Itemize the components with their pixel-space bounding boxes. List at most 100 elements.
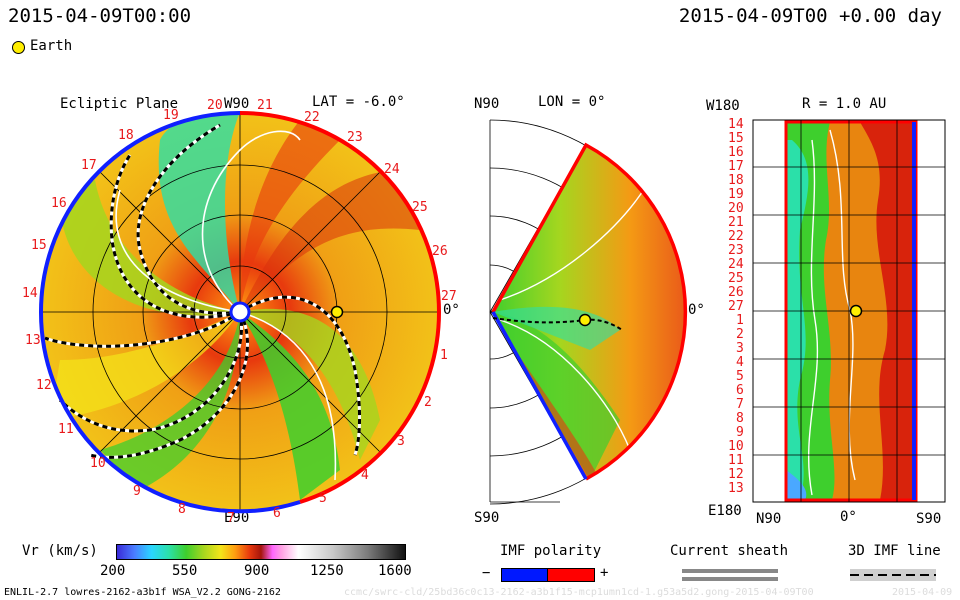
ecliptic-top-label: W90 bbox=[224, 96, 250, 112]
meridional-top-left: N90 bbox=[474, 96, 500, 112]
sph-lon-13: 13 bbox=[728, 481, 744, 496]
sphere-bottom-s90: S90 bbox=[916, 511, 942, 527]
imf3d-dash bbox=[850, 574, 936, 576]
meridional-right-label: 0° bbox=[688, 302, 705, 318]
current-sheath-title: Current sheath bbox=[670, 543, 789, 559]
ecl-lon-20: 20 bbox=[207, 98, 223, 113]
ecl-lon-12: 12 bbox=[36, 378, 52, 393]
sphere-bottom-n90: N90 bbox=[756, 511, 782, 527]
sph-lon-3: 3 bbox=[736, 341, 744, 356]
sph-lon-15: 15 bbox=[728, 131, 744, 146]
imf-polarity-plus: + bbox=[600, 565, 609, 581]
ecliptic-contours bbox=[115, 130, 337, 481]
meridional-rim-positive bbox=[491, 142, 688, 481]
sph-lon-25: 25 bbox=[728, 271, 744, 286]
ecliptic-bottom-label: E90 bbox=[224, 510, 250, 526]
ecl-lon-13: 13 bbox=[25, 333, 41, 348]
sph-lon-12: 12 bbox=[728, 467, 744, 482]
sph-lon-19: 19 bbox=[728, 187, 744, 202]
colorbar-tick-200: 200 bbox=[100, 563, 126, 579]
sph-lon-5: 5 bbox=[736, 369, 744, 384]
ecl-lon-21: 21 bbox=[257, 98, 273, 113]
earth-legend-label: Earth bbox=[30, 38, 73, 54]
ecliptic-current-sheets bbox=[44, 123, 361, 459]
colorbar-tick-900: 900 bbox=[244, 563, 270, 579]
current-sheath-line-2 bbox=[682, 577, 778, 581]
ecl-lon-4: 4 bbox=[361, 468, 369, 483]
ecl-lon-10: 10 bbox=[90, 456, 106, 471]
colorbar bbox=[116, 544, 406, 560]
ecl-lon-1: 1 bbox=[440, 348, 448, 363]
sphere-bottom-left: E180 bbox=[708, 503, 742, 519]
meridional-earth-icon bbox=[578, 313, 592, 327]
ecl-lon-3: 3 bbox=[397, 434, 405, 449]
ecl-lon-22: 22 bbox=[304, 110, 320, 125]
sun-marker-icon bbox=[229, 301, 251, 323]
colorbar-tick-1600: 1600 bbox=[378, 563, 412, 579]
current-sheath-line-1 bbox=[682, 569, 778, 573]
ecl-lon-19: 19 bbox=[163, 108, 179, 123]
sph-lon-2: 2 bbox=[736, 327, 744, 342]
sph-lon-16: 16 bbox=[728, 145, 744, 160]
imf3d-title: 3D IMF line bbox=[848, 543, 941, 559]
imf-polarity-negative-swatch bbox=[501, 568, 549, 582]
sphere-bottom-0: 0° bbox=[840, 509, 857, 525]
ecliptic-earth-icon bbox=[330, 305, 344, 319]
ecl-lon-8: 8 bbox=[178, 502, 186, 517]
imf-polarity-title: IMF polarity bbox=[500, 543, 602, 559]
sph-lon-26: 26 bbox=[728, 285, 744, 300]
sphere-top-left: W180 bbox=[706, 98, 740, 114]
sph-lon-8: 8 bbox=[736, 411, 744, 426]
sph-lon-11: 11 bbox=[728, 453, 744, 468]
colorbar-tick-1250: 1250 bbox=[310, 563, 344, 579]
sph-lon-9: 9 bbox=[736, 425, 744, 440]
sph-lon-24: 24 bbox=[728, 257, 744, 272]
ecl-lon-15: 15 bbox=[31, 238, 47, 253]
ecl-lon-14: 14 bbox=[22, 286, 38, 301]
ecl-lon-5: 5 bbox=[319, 491, 327, 506]
ecl-lon-16: 16 bbox=[51, 196, 67, 211]
sph-lon-6: 6 bbox=[736, 383, 744, 398]
meridional-lon-label: LON = 0° bbox=[538, 94, 606, 110]
ecliptic-title: Ecliptic Plane bbox=[60, 96, 179, 112]
sphere-grid bbox=[753, 120, 945, 502]
sph-lon-7: 7 bbox=[736, 397, 744, 412]
time-right: 2015-04-09T00 +0.00 day bbox=[678, 5, 942, 27]
meridional-bottom-left: S90 bbox=[474, 510, 500, 526]
ecl-lon-9: 9 bbox=[133, 484, 141, 499]
meridional-wedge bbox=[493, 145, 686, 479]
sph-lon-4: 4 bbox=[736, 355, 744, 370]
footer-run: ccmc/swrc-cld/25bd36c0c13-2162-a3b1f15-m… bbox=[344, 587, 814, 598]
ecl-lon-11: 11 bbox=[58, 422, 74, 437]
sph-lon-23: 23 bbox=[728, 243, 744, 258]
sph-lon-18: 18 bbox=[728, 173, 744, 188]
sph-lon-17: 17 bbox=[728, 159, 744, 174]
ecl-lon-23: 23 bbox=[347, 130, 363, 145]
ecl-lon-24: 24 bbox=[384, 162, 400, 177]
sph-lon-21: 21 bbox=[728, 215, 744, 230]
ecl-lon-6: 6 bbox=[273, 506, 281, 521]
footer-date: 2015-04-09 bbox=[892, 587, 953, 598]
ecliptic-lat-label: LAT = -6.0° bbox=[312, 94, 405, 110]
meridional-rim-negative bbox=[491, 311, 588, 480]
sph-lon-27: 27 bbox=[728, 299, 744, 314]
ecl-lon-2: 2 bbox=[424, 395, 432, 410]
sphere-earth-icon bbox=[849, 304, 863, 318]
ecl-lon-26: 26 bbox=[432, 244, 448, 259]
time-left: 2015-04-09T00:00 bbox=[8, 5, 192, 27]
sphere-r-label: R = 1.0 AU bbox=[802, 96, 887, 112]
sph-lon-22: 22 bbox=[728, 229, 744, 244]
imf-polarity-minus: − bbox=[482, 565, 491, 581]
ecl-lon-18: 18 bbox=[118, 128, 134, 143]
footer-model: ENLIL-2.7 lowres-2162-a3b1f WSA_V2.2 GON… bbox=[4, 587, 281, 598]
ecliptic-right-label: 0° bbox=[443, 302, 460, 318]
ecl-lon-7: 7 bbox=[227, 511, 235, 526]
ecl-lon-17: 17 bbox=[81, 158, 97, 173]
colorbar-tick-550: 550 bbox=[172, 563, 198, 579]
sph-lon-14: 14 bbox=[728, 117, 744, 132]
colorbar-title: Vr (km/s) bbox=[22, 543, 98, 559]
earth-marker-icon bbox=[12, 41, 25, 54]
sph-lon-10: 10 bbox=[728, 439, 744, 454]
ecl-lon-27: 27 bbox=[441, 289, 457, 304]
